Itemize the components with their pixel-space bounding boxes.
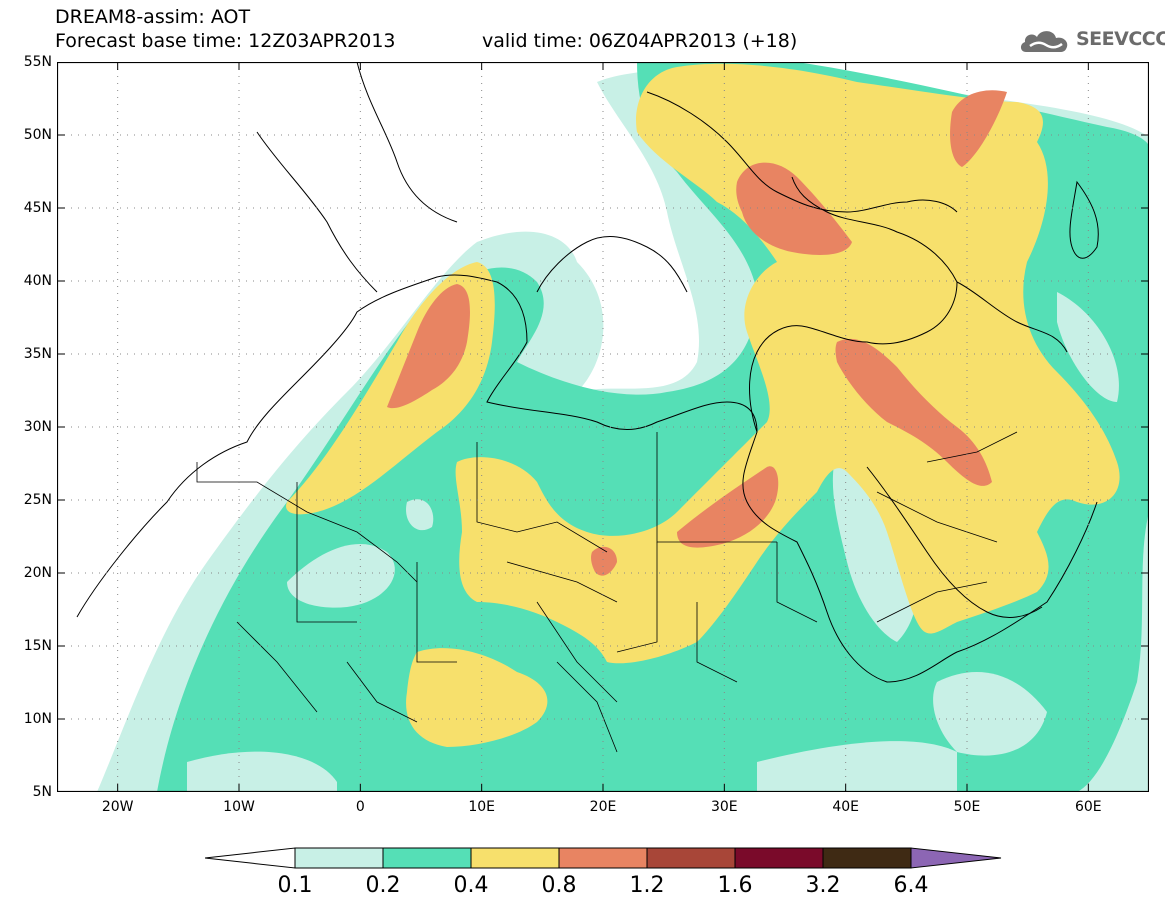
map-title-line1: DREAM8-assim: AOT	[55, 6, 251, 28]
colorbar-level-label: 0.1	[277, 873, 313, 898]
seevccc-logo: SEEVCCC	[1018, 26, 1165, 56]
colorbar-arrow-low	[205, 847, 296, 869]
lon-label: 10E	[468, 799, 495, 815]
colorbar-swatch	[558, 847, 648, 869]
lat-label: 10N	[23, 711, 52, 727]
colorbar-swatch	[646, 847, 736, 869]
lat-label: 35N	[23, 346, 52, 362]
lat-label: 55N	[23, 54, 52, 70]
logo-text: SEEVCCC	[1076, 28, 1165, 50]
colorbar-level-label: 0.2	[365, 873, 401, 898]
political-boundaries	[196, 431, 1018, 753]
lon-label: 0	[355, 799, 365, 815]
map-area	[57, 62, 1149, 792]
lon-label: 20W	[101, 799, 134, 815]
colorbar-level-label: 0.8	[541, 873, 577, 898]
colorbar-level-label: 0.4	[453, 873, 489, 898]
colorbar-level-label: 3.2	[805, 873, 841, 898]
lat-label: 45N	[23, 200, 52, 216]
valid-time: valid time: 06Z04APR2013 (+18)	[482, 30, 798, 52]
lon-label: 20E	[589, 799, 617, 815]
aot-contour-0.8	[387, 90, 1007, 576]
colorbar-swatch	[470, 847, 560, 869]
lat-label: 50N	[23, 127, 52, 143]
lat-label: 15N	[23, 638, 52, 654]
colorbar-level-label: 1.2	[629, 873, 665, 898]
colorbar-arrow-high	[910, 847, 1002, 869]
lat-label: 30N	[23, 419, 52, 435]
colorbar-swatch	[382, 847, 472, 869]
aot-colorbar	[205, 847, 1002, 869]
colorbar-swatch	[822, 847, 912, 869]
lon-label: 40E	[832, 799, 859, 815]
graticule	[57, 62, 1149, 792]
lat-label: 20N	[23, 565, 52, 581]
aot-map	[57, 62, 1149, 792]
lat-label: 5N	[32, 784, 52, 800]
lon-label: 30E	[710, 799, 738, 815]
colorbar-swatch	[294, 847, 384, 869]
forecast-base-time: Forecast base time: 12Z03APR2013	[55, 30, 396, 52]
cloud-icon	[1020, 31, 1068, 52]
lon-label: 50E	[953, 799, 981, 815]
axis-ticks	[57, 62, 1149, 792]
colorbar-swatch	[734, 847, 824, 869]
lon-label: 10W	[223, 799, 255, 815]
lat-label: 25N	[23, 492, 52, 508]
colorbar-level-label: 1.6	[717, 873, 753, 898]
lat-label: 40N	[23, 273, 52, 289]
colorbar-level-label: 6.4	[893, 873, 929, 898]
lon-label: 60E	[1074, 799, 1102, 815]
